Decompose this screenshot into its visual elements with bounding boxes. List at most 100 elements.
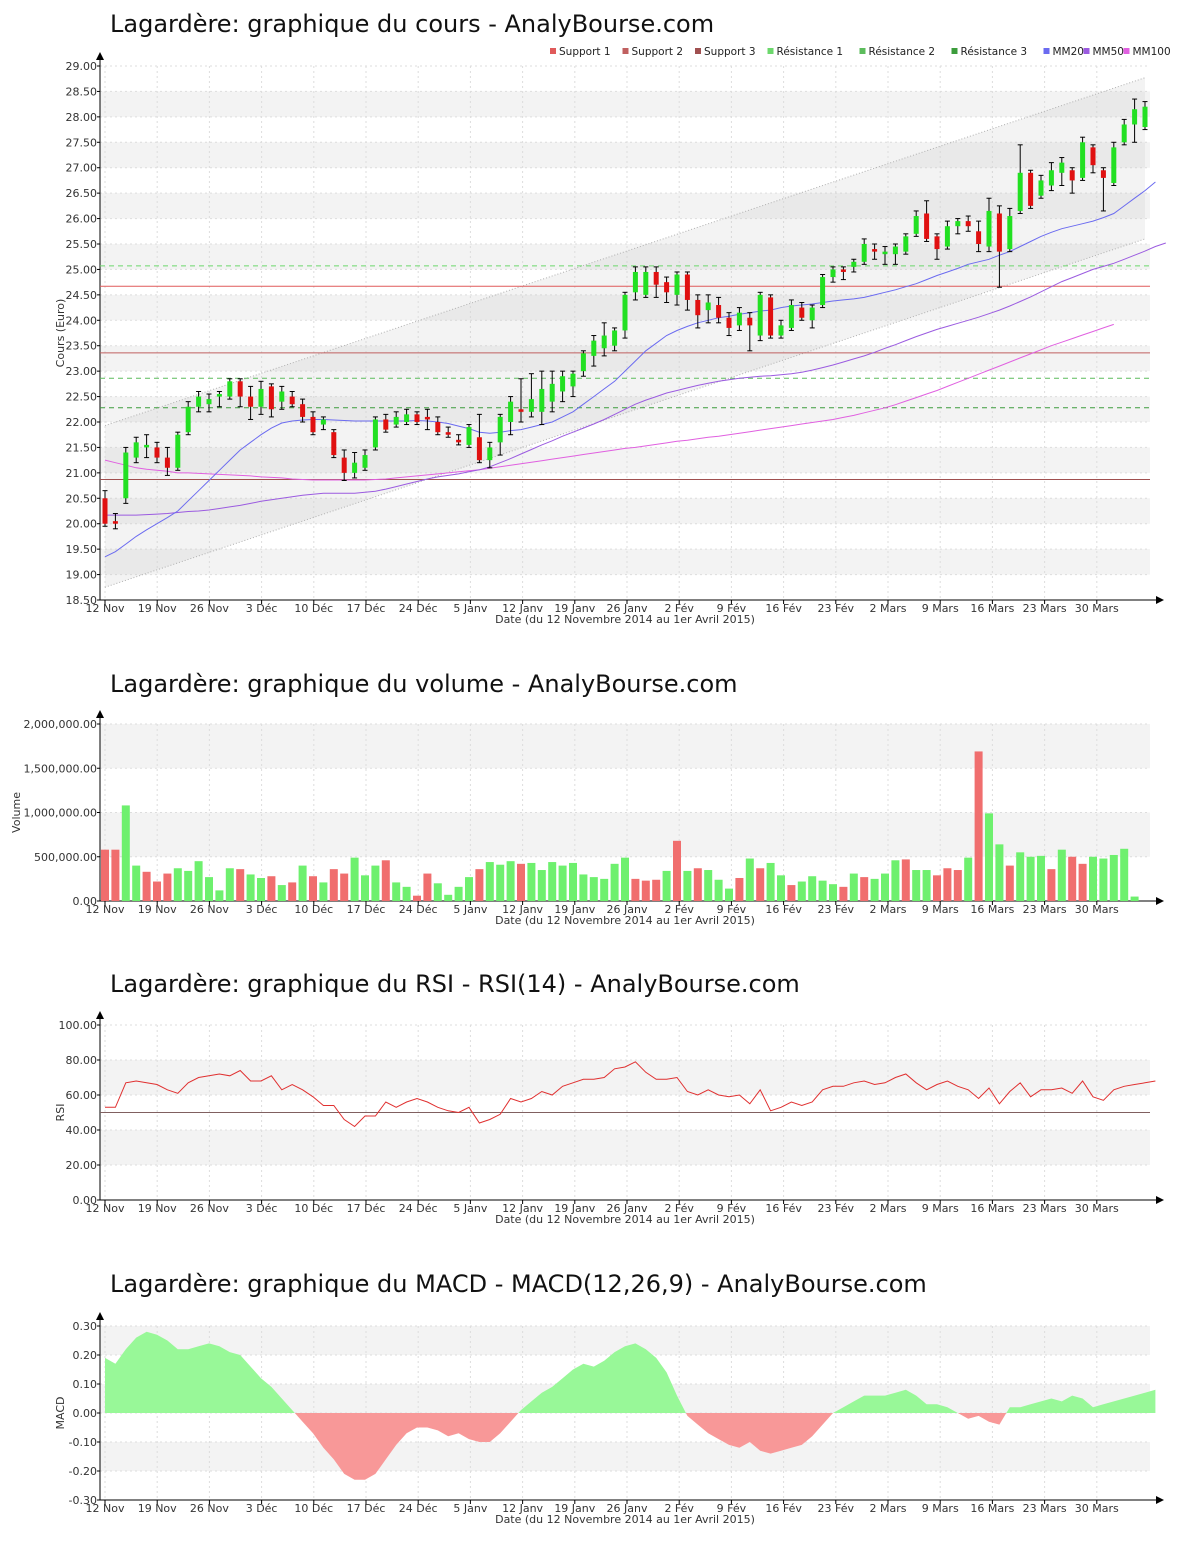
volume-bar — [662, 870, 671, 901]
price-xtick-label: 30 Mars — [1075, 602, 1119, 615]
price-ytick-label: 23.00 — [66, 365, 98, 378]
rsi-chart-title: Lagardère: graphique du RSI - RSI(14) - … — [110, 970, 800, 998]
volume-bar — [517, 863, 525, 901]
macd-xtick-label: 16 Mars — [970, 1502, 1014, 1515]
volume-bar — [1068, 856, 1077, 901]
macd-xtick-label: 5 Janv — [453, 1502, 487, 1515]
candle — [799, 301, 805, 321]
legend-item: Résistance 1 — [767, 46, 843, 58]
candle — [612, 327, 618, 352]
legend-label: Résistance 3 — [961, 46, 1028, 58]
price-xtick-label: 19 Janv — [554, 602, 595, 615]
candle — [996, 205, 1002, 288]
candle — [788, 299, 794, 331]
candle-body — [393, 416, 399, 425]
volume-bar — [1130, 896, 1139, 901]
rsi-xtick-label: 10 Déc — [294, 1202, 333, 1215]
candle-body — [570, 373, 576, 387]
macd-y-axis-title: MACD — [54, 1397, 67, 1430]
candle — [965, 215, 971, 232]
rsi-xtick-label: 16 Mars — [970, 1202, 1014, 1215]
candle-body — [1132, 109, 1138, 125]
candle-body — [809, 307, 815, 321]
volume-bar — [381, 860, 390, 901]
candle-body — [424, 416, 430, 420]
macd-negative-area — [294, 1413, 519, 1480]
volume-xtick-label: 23 Mars — [1023, 903, 1067, 916]
volume-xtick-label: 2 Fév — [664, 903, 694, 916]
macd-ytick-label: 0.10 — [73, 1378, 98, 1391]
candle — [882, 246, 888, 265]
macd-x-axis-title: Date (du 12 Novembre 2014 au 1er Avril 2… — [495, 1513, 755, 1526]
volume-bar — [985, 813, 993, 901]
volume-xtick-label: 2 Mars — [870, 903, 907, 916]
candle-body — [518, 409, 524, 412]
volume-xtick-label: 12 Janv — [502, 903, 543, 916]
candle-body — [549, 383, 555, 402]
volume-xtick-label: 17 Déc — [347, 903, 386, 916]
candle — [1017, 144, 1023, 214]
candle — [716, 296, 722, 324]
candle-body — [913, 216, 919, 234]
price-ytick-label: 23.50 — [66, 340, 98, 353]
candle-body — [289, 396, 295, 405]
macd-negative-area — [957, 1413, 1007, 1425]
candle-body — [435, 422, 441, 433]
candle — [144, 434, 150, 459]
candle — [362, 449, 368, 471]
volume-bar — [236, 869, 245, 901]
candle — [944, 220, 950, 250]
volume-ytick-label: 500,000.00 — [34, 851, 97, 864]
volume-bar — [974, 751, 983, 901]
volume-xtick-label: 16 Mars — [970, 903, 1014, 916]
candle-body — [112, 521, 118, 524]
volume-xtick-label: 5 Janv — [453, 903, 487, 916]
candle — [456, 434, 462, 446]
candle — [196, 390, 202, 413]
volume-xtick-label: 9 Mars — [922, 903, 959, 916]
candle — [237, 378, 243, 408]
candle-body — [383, 419, 389, 430]
volume-bar — [1089, 856, 1097, 901]
candle — [445, 426, 451, 438]
candle-body — [1007, 216, 1013, 250]
volume-bar — [600, 878, 609, 901]
rsi-xtick-label: 2 Fév — [664, 1202, 694, 1215]
volume-bar — [257, 877, 265, 901]
candle-body — [404, 414, 410, 422]
macd-xtick-label: 3 Déc — [246, 1502, 278, 1515]
price-ytick-label: 21.00 — [66, 467, 98, 480]
candle-body — [310, 416, 316, 433]
volume-bar — [444, 894, 453, 901]
candle-body — [643, 271, 649, 295]
volume-bar — [548, 862, 557, 901]
legend-item: Support 2 — [622, 46, 683, 58]
volume-bar — [485, 862, 494, 901]
mm100-line — [104, 323, 1114, 481]
volume-bar — [433, 883, 442, 901]
legend-label: Support 1 — [559, 46, 611, 58]
price-ytick-label: 25.00 — [66, 263, 98, 276]
candle — [1121, 118, 1127, 146]
candle — [747, 312, 753, 352]
volume-ytick-label: 0.00 — [73, 895, 98, 908]
price-xtick-label: 10 Déc — [294, 602, 333, 615]
macd-ytick-label: 0.30 — [73, 1320, 98, 1333]
volume-bar — [725, 888, 733, 901]
candle — [570, 370, 576, 398]
volume-bar — [756, 868, 765, 901]
candle-body — [778, 325, 784, 336]
volume-bar — [309, 876, 317, 901]
volume-bar — [652, 879, 661, 901]
legend-swatch — [1123, 48, 1130, 54]
legend-swatch — [622, 48, 629, 54]
legend-item: Résistance 2 — [859, 46, 935, 58]
price-chart: 18.50 19.00 19.50 20.00 20.50 21.00 21.50 22.00… — [54, 46, 1171, 626]
candle — [497, 413, 503, 456]
price-ytick-label: 20.50 — [66, 492, 98, 505]
volume-bar — [371, 865, 380, 901]
macd-ytick-label: 0.00 — [73, 1407, 98, 1420]
volume-bar — [912, 870, 921, 901]
volume-bar — [1005, 865, 1014, 901]
volume-bar — [589, 877, 598, 901]
